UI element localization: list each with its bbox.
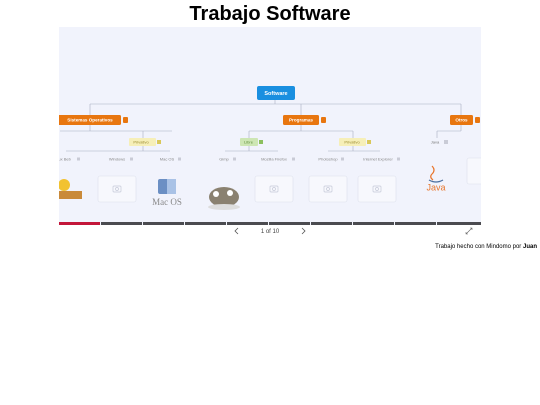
logo-text: Mac OS xyxy=(152,197,182,207)
node-icon xyxy=(157,140,161,144)
group-node xyxy=(129,138,156,146)
gimp-image xyxy=(208,187,240,210)
linux-image xyxy=(59,179,82,199)
leaf-label: Windows xyxy=(109,157,125,162)
leaf-icons xyxy=(77,157,400,161)
leaf-label: Linux Beb xyxy=(53,157,72,162)
credit-author: Juan xyxy=(522,244,537,250)
macos-image: Mac OS xyxy=(152,179,182,207)
branch-node xyxy=(59,115,121,125)
leaf-label: Photoshop xyxy=(318,157,338,162)
group-node xyxy=(339,138,366,146)
node-icon xyxy=(475,117,480,123)
leaf-label: Mac OS xyxy=(160,157,175,162)
branch-node xyxy=(283,115,319,125)
mindmap: Software Sistemas Operativos Programas O… xyxy=(53,27,481,225)
leaf-label: Internet Explorer xyxy=(363,157,393,162)
next-button[interactable] xyxy=(301,227,306,235)
camera-icons xyxy=(112,185,382,193)
image-placeholders xyxy=(97,157,481,203)
logo-text: Java xyxy=(426,182,445,192)
progress-bar xyxy=(59,222,481,225)
prev-button[interactable] xyxy=(234,227,239,235)
branch-label: Programas xyxy=(289,118,313,123)
java-image: Java xyxy=(426,165,446,192)
root-label: Software xyxy=(264,91,287,97)
presentation-viewer: Software Sistemas Operativos Programas O… xyxy=(53,27,481,235)
group-label: Java xyxy=(431,139,440,144)
page-title: Trabajo Software xyxy=(189,3,351,25)
node-icon xyxy=(259,140,263,144)
credit: Trabajo hecho con Mindomo por Juan xyxy=(435,244,537,250)
connectors xyxy=(60,100,462,152)
fullscreen-button[interactable] xyxy=(465,227,473,235)
branch-node xyxy=(450,115,473,125)
credit-text: Trabajo hecho con Mindomo por xyxy=(435,244,522,250)
branch-label: Otros xyxy=(455,118,468,123)
node-icon xyxy=(321,117,326,123)
node-icon xyxy=(367,140,371,144)
leaf-label: Mozilla Firefox xyxy=(261,157,287,162)
group-label: Privativo xyxy=(133,139,149,144)
page-indicator: 1 of 10 xyxy=(261,229,280,235)
branch-label: Sistemas Operativos xyxy=(67,118,113,123)
group-node xyxy=(240,138,258,146)
group-label: Privativo xyxy=(344,139,360,144)
root-node xyxy=(257,86,295,100)
node-icon xyxy=(444,140,448,144)
group-label: Libre xyxy=(244,139,254,144)
leaf-label: Gimp xyxy=(219,157,229,162)
node-icon xyxy=(123,117,128,123)
